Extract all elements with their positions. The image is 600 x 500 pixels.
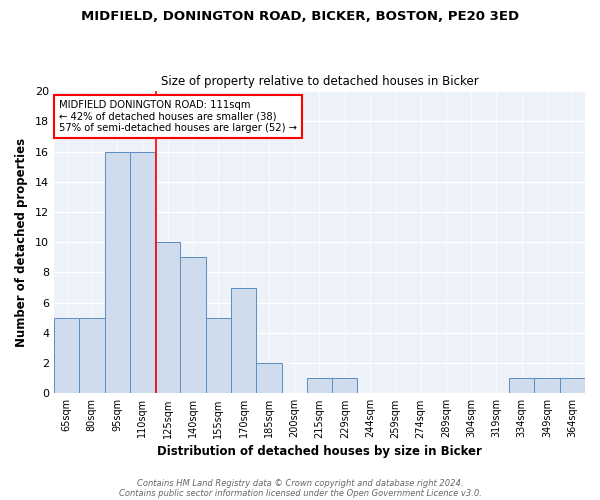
- Bar: [104, 152, 130, 394]
- Bar: [155, 242, 181, 394]
- Text: MIDFIELD, DONINGTON ROAD, BICKER, BOSTON, PE20 3ED: MIDFIELD, DONINGTON ROAD, BICKER, BOSTON…: [81, 10, 519, 23]
- Bar: [130, 152, 155, 394]
- Text: Contains HM Land Registry data © Crown copyright and database right 2024.: Contains HM Land Registry data © Crown c…: [137, 478, 463, 488]
- X-axis label: Distribution of detached houses by size in Bicker: Distribution of detached houses by size …: [157, 444, 482, 458]
- Bar: [231, 288, 256, 394]
- Bar: [54, 318, 79, 394]
- Bar: [332, 378, 358, 394]
- Bar: [206, 318, 231, 394]
- Bar: [509, 378, 535, 394]
- Bar: [256, 363, 281, 394]
- Text: MIDFIELD DONINGTON ROAD: 111sqm
← 42% of detached houses are smaller (38)
57% of: MIDFIELD DONINGTON ROAD: 111sqm ← 42% of…: [59, 100, 297, 134]
- Y-axis label: Number of detached properties: Number of detached properties: [15, 138, 28, 346]
- Bar: [560, 378, 585, 394]
- Bar: [79, 318, 104, 394]
- Title: Size of property relative to detached houses in Bicker: Size of property relative to detached ho…: [161, 76, 478, 88]
- Bar: [535, 378, 560, 394]
- Bar: [307, 378, 332, 394]
- Bar: [181, 258, 206, 394]
- Text: Contains public sector information licensed under the Open Government Licence v3: Contains public sector information licen…: [119, 488, 481, 498]
